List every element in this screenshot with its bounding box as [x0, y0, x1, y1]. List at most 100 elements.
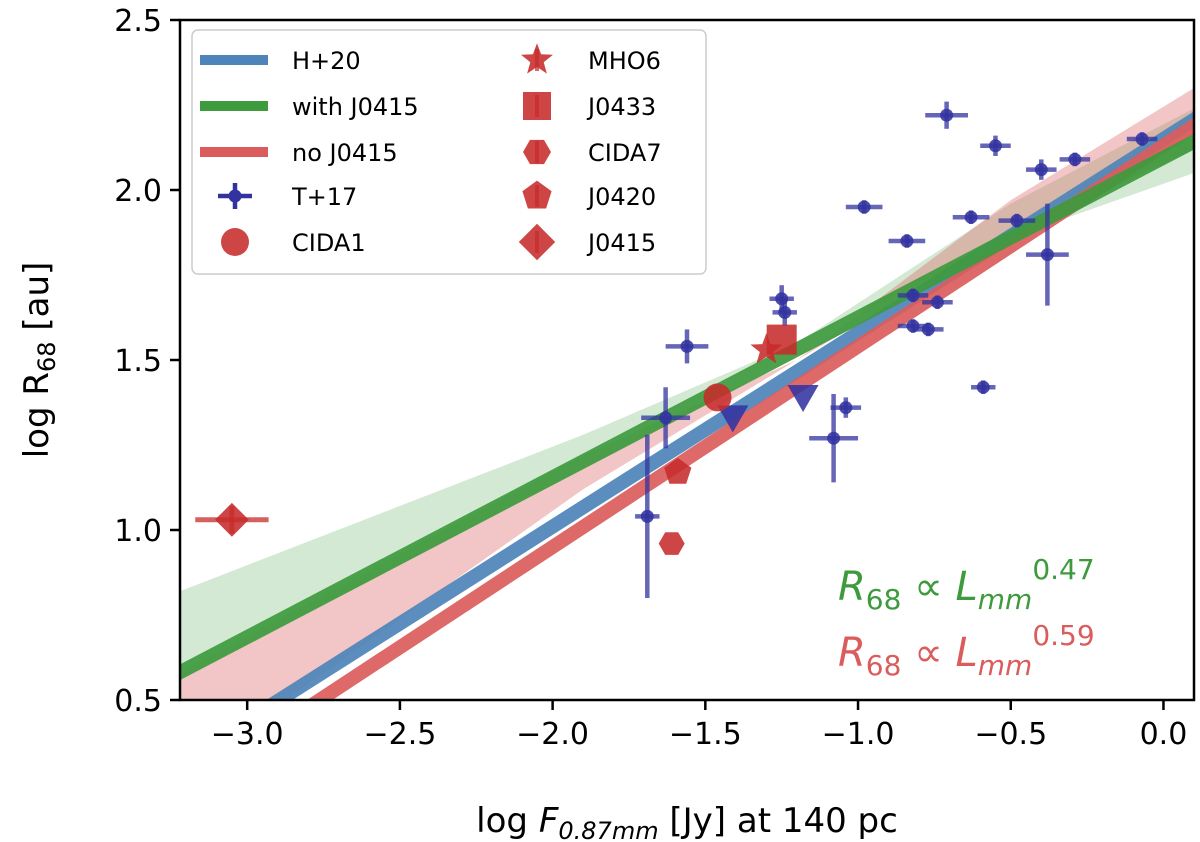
t17-point: [925, 101, 968, 129]
t17-point: [1059, 152, 1091, 167]
x-tick-label: 0.0: [1140, 717, 1188, 752]
t17-marker: [640, 509, 654, 523]
legend-label: H+20: [292, 47, 361, 75]
ann-prop: ∝: [901, 564, 955, 610]
t17-point: [998, 213, 1036, 228]
confidence-band-with-j0415: [180, 108, 1194, 673]
t17-point: [1126, 132, 1158, 146]
legend-box: [191, 29, 707, 275]
ann-lsub: mm: [978, 583, 1033, 616]
t17-point: [665, 329, 709, 364]
y-tick-label: 1.5: [114, 344, 162, 379]
ann-lvar: L: [955, 630, 977, 676]
t17-marker: [1034, 163, 1048, 177]
t17-marker: [964, 210, 978, 224]
t17-marker: [839, 401, 853, 415]
t17-point: [913, 322, 944, 337]
ann-sub: 68: [866, 649, 902, 682]
legend: H+20 with J0415 no J0415 T+17 CIDA1 MHO6 J0433…: [191, 29, 707, 275]
t17-point: [888, 234, 926, 248]
disk-marker-cida1: [703, 383, 732, 412]
t17-point: [641, 387, 691, 449]
disk-marker-j0415: [215, 502, 249, 537]
t17-marker: [1010, 214, 1024, 228]
legend-label: MHO6: [588, 47, 661, 75]
disk-marker-j0433: [766, 324, 797, 355]
scaling-annotation: R68 ∝ Lmm0.47: [838, 553, 1095, 616]
legend-swatch-circle: [221, 228, 249, 256]
t17-upper-limit-marker: [787, 385, 819, 412]
t17-marker: [988, 139, 1002, 153]
legend-label: no J0415: [292, 139, 398, 167]
disk-point-cida7: [658, 532, 685, 555]
t17-point: [830, 397, 862, 418]
ann-sup: 0.47: [1032, 553, 1094, 586]
ann-base: R: [838, 564, 866, 610]
t17-point: [772, 298, 797, 326]
t17-marker: [1040, 248, 1054, 262]
t17-marker: [906, 288, 920, 302]
t17-marker: [900, 234, 914, 248]
t17-marker: [940, 108, 954, 122]
t17-marker: [921, 322, 935, 336]
t17-point: [845, 200, 883, 214]
ann-sup: 0.59: [1032, 619, 1094, 652]
x-tick-label: −2.5: [363, 717, 436, 752]
y-tick-label: 1.0: [114, 514, 162, 549]
t17-marker: [827, 431, 841, 445]
legend-label: J0420: [586, 183, 656, 211]
t17-upper-limit-marker: [717, 405, 749, 433]
x-tick-label: −1.0: [822, 717, 895, 752]
disk-marker-j0420: [664, 457, 692, 484]
y-tick-label: 2.5: [114, 4, 162, 39]
legend-label: J0433: [586, 93, 656, 121]
x-tick-label: −1.5: [669, 717, 742, 752]
disk-point-j0415: [195, 502, 269, 537]
disk-point-mho6: [750, 333, 783, 364]
t17-marker: [930, 295, 944, 309]
t17-marker: [778, 305, 792, 319]
ann-sub: 68: [866, 583, 902, 616]
legend-label: CIDA1: [292, 229, 366, 257]
y-axis-ticks: 0.5 1.0 1.5 2.0 2.5: [114, 4, 180, 719]
t17-point: [952, 210, 990, 224]
x-axis-label: log F0.87mm [Jy] at 140 pc: [476, 801, 898, 842]
t17-point: [922, 295, 953, 309]
x-tick-label: −2.0: [516, 717, 589, 752]
disk-point-cida1: [703, 383, 732, 412]
legend-label: T+17: [291, 183, 357, 211]
t17-marker: [976, 380, 990, 394]
data-points: [195, 101, 1158, 598]
t17-point: [635, 434, 660, 598]
legend-label: with J0415: [292, 93, 419, 121]
ann-lsub: mm: [978, 649, 1033, 682]
y-tick-label: 0.5: [114, 684, 162, 719]
ann-prop: ∝: [901, 630, 955, 676]
t17-point: [1026, 159, 1057, 180]
legend-swatch-dot: [228, 189, 242, 203]
x-axis-ticks: −3.0 −2.5 −2.0 −1.5 −1.0 −0.5 0.0: [211, 700, 1188, 752]
ann-lvar: L: [955, 564, 977, 610]
disk-point-j0433: [766, 324, 797, 355]
disk-point-j0420: [664, 457, 692, 484]
t17-point: [980, 135, 1011, 156]
t17-marker: [659, 411, 673, 425]
legend-label: CIDA7: [588, 139, 662, 167]
t17-point: [971, 380, 996, 394]
t17-marker: [857, 200, 871, 214]
t17-point: [1026, 203, 1069, 306]
scaling-annotation: R68 ∝ Lmm0.59: [838, 619, 1095, 682]
x-tick-label: −0.5: [974, 717, 1047, 752]
legend-label: J0415: [586, 229, 656, 257]
t17-marker: [680, 339, 694, 353]
y-axis-label: log R68 [au]: [17, 262, 61, 459]
disk-marker-mho6: [750, 333, 783, 364]
y-tick-label: 2.0: [114, 174, 162, 209]
t17-marker: [1068, 152, 1082, 166]
disk-marker-cida7: [658, 532, 685, 555]
t17-point: [897, 288, 929, 303]
t17-upper-limit: [787, 385, 819, 412]
t17-upper-limit: [717, 405, 749, 433]
